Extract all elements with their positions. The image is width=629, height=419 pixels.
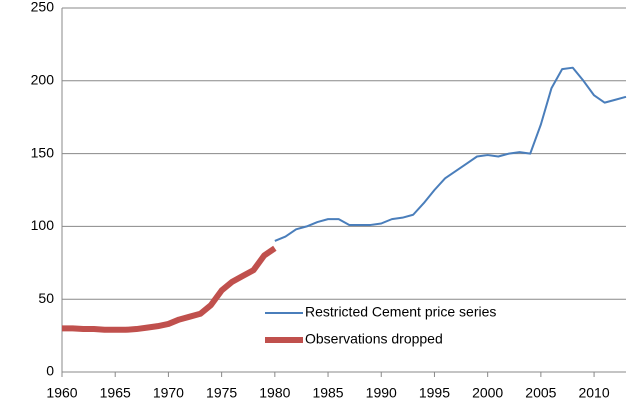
line-series (62, 245, 277, 333)
y-tick-label: 200 (31, 72, 55, 88)
x-tick-label: 2000 (472, 385, 503, 401)
x-tick-label: 1975 (206, 385, 237, 401)
line-series (274, 66, 627, 242)
legend-label: Observations dropped (305, 331, 443, 347)
x-tick-label: 1980 (259, 385, 290, 401)
y-tick-label: 0 (46, 363, 54, 379)
y-tick-label: 250 (31, 0, 55, 15)
x-tick-label: 2010 (578, 385, 609, 401)
x-tick-label: 1995 (419, 385, 450, 401)
x-tick-label: 1990 (366, 385, 397, 401)
x-tick-label: 2005 (525, 385, 556, 401)
y-tick-label: 100 (31, 217, 55, 233)
y-tick-label: 50 (38, 290, 54, 306)
x-tick-label: 1965 (100, 385, 131, 401)
y-tick-label: 150 (31, 144, 55, 160)
x-tick-label: 1960 (46, 385, 77, 401)
legend-label: Restricted Cement price series (305, 304, 496, 320)
x-tick-label: 1985 (312, 385, 343, 401)
x-tick-label: 1970 (153, 385, 184, 401)
